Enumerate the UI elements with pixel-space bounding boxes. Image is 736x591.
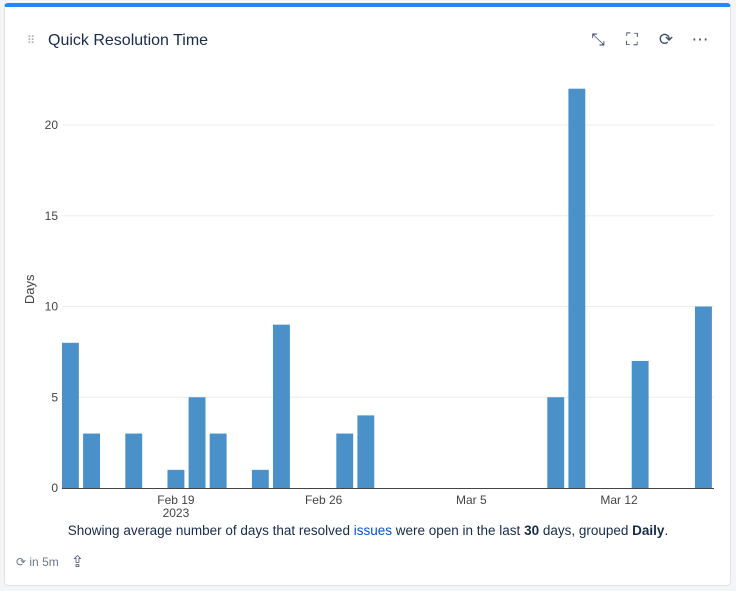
drag-handle-icon[interactable]: ⠿: [27, 35, 35, 47]
y-tick-label: 10: [45, 300, 59, 314]
gadget-title: Quick Resolution Time: [48, 32, 209, 49]
more-icon[interactable]: ⋯: [691, 30, 709, 49]
bar: [695, 306, 712, 488]
collapse-icon[interactable]: ⤡: [591, 30, 605, 49]
y-tick-label: 20: [45, 118, 59, 132]
gadget-footer: ⟳ in 5m ⇪: [16, 552, 84, 572]
issues-link[interactable]: issues: [353, 523, 392, 538]
x-year-label: 2023: [163, 506, 190, 520]
bar: [188, 397, 206, 488]
y-tick-label: 15: [45, 209, 59, 223]
bar: [83, 433, 100, 488]
bar: [631, 360, 649, 488]
x-tick-label: Feb 26: [305, 493, 343, 507]
bar: [62, 342, 79, 488]
fullscreen-icon[interactable]: ⛶: [626, 30, 638, 49]
bar: [547, 397, 565, 488]
gadget-header: ⠿ Quick Resolution Time ⤡ ⛶ ⟳ ⋯: [5, 27, 730, 57]
bar: [357, 415, 375, 488]
bar: [568, 88, 586, 488]
y-axis-label: Days: [22, 274, 37, 304]
bar: [336, 433, 354, 488]
x-tick-label: Feb 19: [157, 493, 195, 507]
chart-caption: Showing average number of days that reso…: [67, 523, 669, 538]
x-tick-label: Mar 12: [600, 493, 638, 507]
refresh-icon[interactable]: ⟳: [658, 30, 674, 49]
bar: [209, 433, 227, 488]
y-tick-label: 0: [51, 481, 58, 495]
bar: [251, 469, 269, 488]
bar: [125, 433, 143, 488]
y-tick-label: 5: [51, 390, 58, 404]
auto-refresh: ⟳ in 5m: [16, 555, 59, 569]
share-icon[interactable]: ⇪: [70, 554, 85, 571]
x-tick-label: Mar 5: [456, 493, 487, 507]
bar: [167, 469, 185, 488]
bar: [273, 324, 290, 488]
